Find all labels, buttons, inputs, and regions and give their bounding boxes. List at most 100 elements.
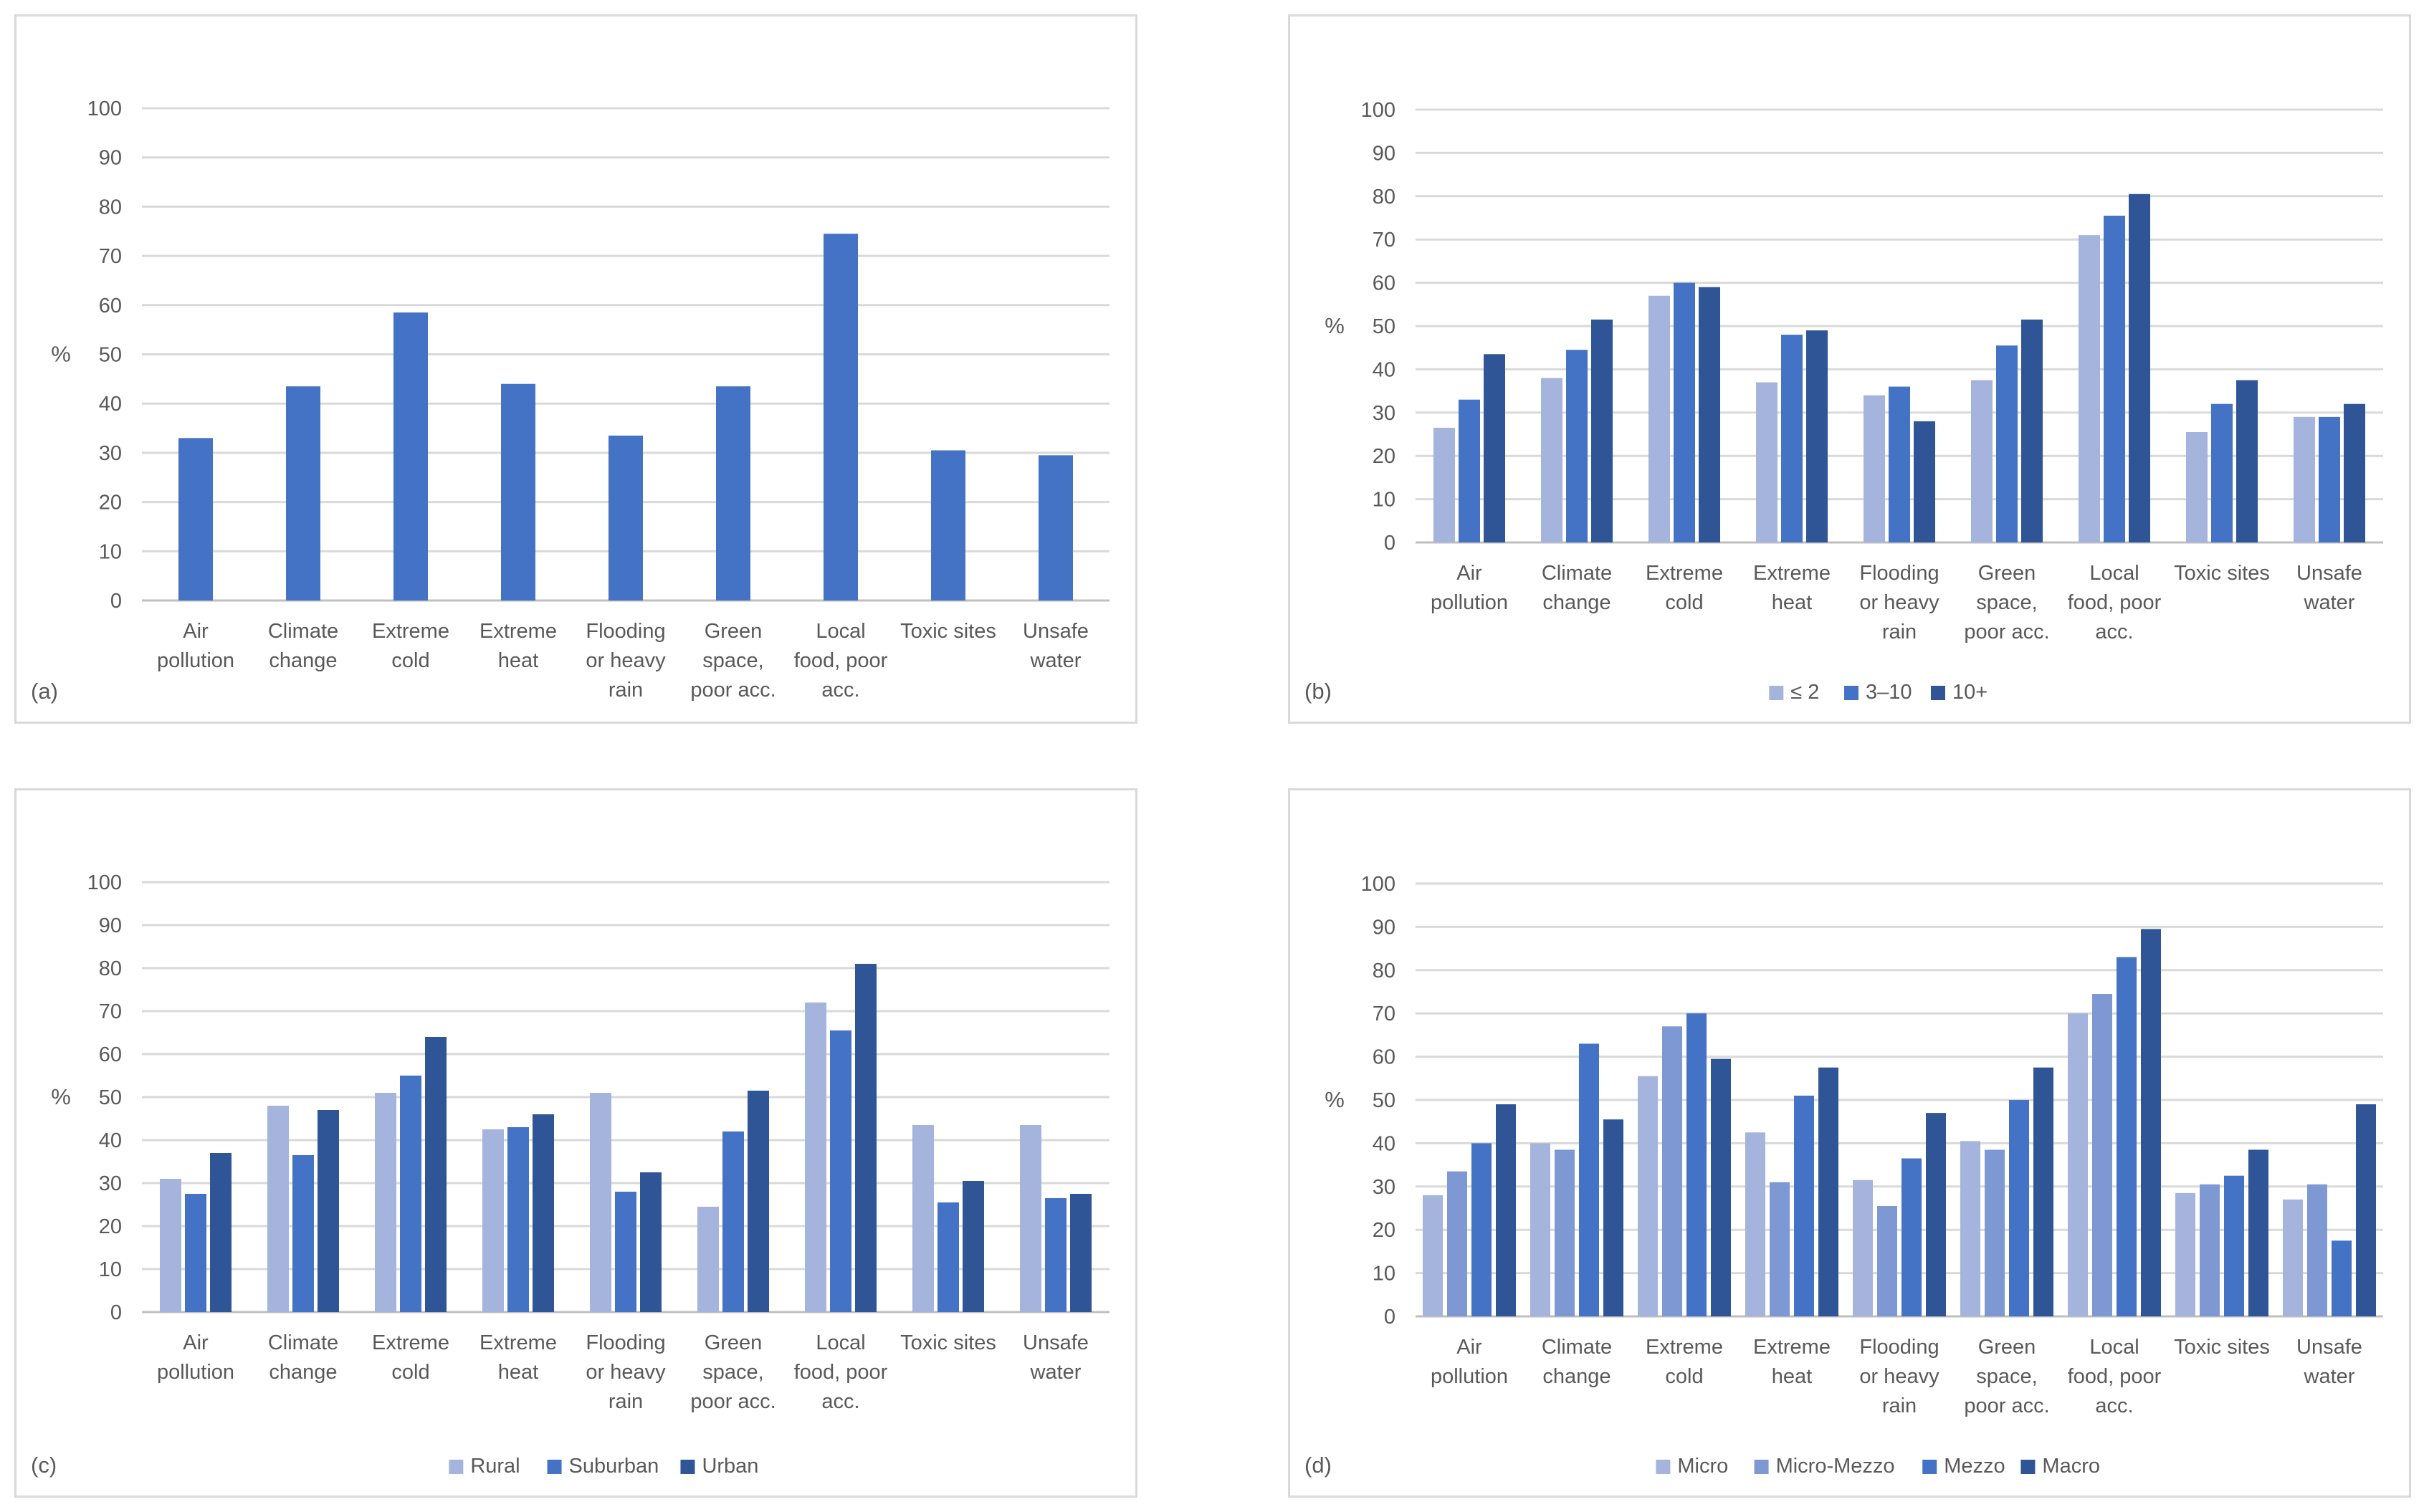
x-category-label: change	[269, 649, 337, 672]
x-category-label: poor acc.	[690, 1390, 776, 1413]
bar-mezzo	[2009, 1100, 2029, 1316]
bar-macro	[1711, 1058, 1731, 1316]
bar-micro	[1960, 1141, 1980, 1316]
bar--2	[1648, 295, 1670, 542]
bar-urban	[640, 1172, 662, 1312]
y-tick-label: 100	[87, 871, 122, 894]
x-category-label: space,	[702, 649, 763, 672]
bar-micro-mezzo	[2200, 1184, 2220, 1316]
legend-swatch	[547, 1460, 562, 1474]
x-category-label: rain	[1882, 621, 1917, 643]
chart-svg-d: 0 10 20 30 40 50 60 70 80 90 100% Air pollution Clima…	[1304, 873, 2383, 1478]
legend-swatch	[1754, 1460, 1769, 1474]
bar-rural	[590, 1093, 611, 1312]
x-category-label: acc.	[821, 1390, 859, 1413]
x-category-label: or heavy	[1859, 1365, 1939, 1388]
bar-3-10	[2104, 215, 2125, 542]
x-category-label: Local	[816, 1331, 865, 1354]
x-category-label: Toxic sites	[900, 1331, 996, 1354]
x-category-label: cold	[1665, 1365, 1703, 1388]
chart-panel-a: 0 10 20 30 40 50 60 70 80 90 100% Air pollution Clima…	[14, 14, 1137, 724]
y-tick-label: 30	[1373, 402, 1395, 425]
bar-mezzo	[1471, 1143, 1492, 1316]
bar-value	[286, 386, 320, 601]
bar-urban	[318, 1110, 339, 1312]
x-category-label: heat	[1772, 1365, 1812, 1388]
x-category-label: Toxic sites	[900, 620, 996, 643]
bar-micro	[1530, 1143, 1550, 1316]
bar-rural	[912, 1125, 934, 1312]
bar-urban	[1070, 1194, 1092, 1312]
y-tick-label: 100	[1361, 99, 1395, 122]
bar-macro	[1603, 1119, 1623, 1316]
x-category-label: Climate	[268, 620, 338, 643]
bar-micro	[1638, 1076, 1658, 1316]
bar-3-10	[1996, 345, 2018, 542]
y-tick-label: 60	[1373, 1046, 1395, 1069]
x-category-label: Toxic sites	[2174, 562, 2270, 585]
bar--2	[1433, 427, 1455, 542]
bar-3-10	[1781, 335, 1803, 542]
x-category-label: Unsafe	[2296, 562, 2362, 585]
x-category-label: or heavy	[586, 649, 666, 672]
legend-label: Macro	[2042, 1455, 2100, 1478]
bar-micro	[1423, 1195, 1443, 1316]
y-tick-label: 70	[99, 1000, 122, 1023]
x-category-label: Extreme	[479, 620, 557, 643]
bar-mezzo	[1794, 1095, 1814, 1316]
y-tick-label: 20	[1373, 445, 1395, 468]
x-category-label: Extreme	[1753, 1336, 1831, 1359]
x-category-label: Extreme	[1753, 562, 1831, 585]
y-tick-label: 90	[1373, 916, 1395, 939]
panel-label: (d)	[1304, 1453, 1332, 1478]
panel-label: (b)	[1304, 679, 1332, 704]
x-category-label: or heavy	[1859, 591, 1939, 614]
chart-svg-c: 0 10 20 30 40 50 60 70 80 90 100% Air pollution Clima…	[31, 871, 1110, 1478]
x-category-label: Flooding	[586, 1331, 665, 1354]
bar-micro-mezzo	[1877, 1205, 1897, 1316]
panel-label: (a)	[31, 679, 58, 704]
bar-macro	[1818, 1067, 1838, 1316]
x-category-label: Climate	[268, 1331, 338, 1354]
bar-micro	[1745, 1132, 1765, 1316]
bar-micro-mezzo	[2307, 1184, 2327, 1316]
bar-micro	[2175, 1192, 2195, 1316]
x-category-label: acc.	[2095, 1394, 2133, 1417]
x-category-label: Local	[2089, 1336, 2139, 1359]
legend-swatch	[1922, 1460, 1937, 1474]
y-tick-label: 100	[87, 97, 122, 120]
y-tick-label: 100	[1361, 873, 1395, 896]
x-category-label: poor acc.	[690, 679, 776, 702]
bar-mezzo	[1686, 1013, 1707, 1316]
legend-label: 3–10	[1866, 681, 1912, 704]
bar-10-	[1484, 354, 1505, 542]
x-category-label: space,	[1976, 1365, 2037, 1388]
panel-label: (c)	[31, 1453, 57, 1478]
legend-label: Rural	[470, 1455, 520, 1478]
x-category-label: Unsafe	[1023, 620, 1089, 643]
legend-swatch	[1930, 686, 1945, 700]
x-category-label: rain	[609, 679, 643, 702]
x-category-label: Extreme	[1646, 562, 1723, 585]
chart-panel-d: 0 10 20 30 40 50 60 70 80 90 100% Air pollution Clima…	[1288, 788, 2411, 1498]
bar-urban	[425, 1037, 447, 1312]
legend-swatch	[1769, 686, 1784, 700]
bar-urban	[533, 1114, 554, 1312]
bar-10-	[2344, 403, 2365, 542]
y-tick-label: 90	[99, 914, 122, 937]
y-tick-label: 0	[110, 1301, 122, 1324]
legend-label: ≤ 2	[1790, 681, 1819, 704]
bar-rural	[1020, 1125, 1041, 1312]
x-category-label: food, poor	[2068, 591, 2162, 614]
x-category-label: cold	[391, 649, 429, 672]
bar-urban	[210, 1153, 232, 1312]
bar-suburban	[722, 1131, 744, 1312]
x-category-label: cold	[1665, 591, 1703, 614]
legend-label: Urban	[702, 1455, 758, 1478]
x-category-label: space,	[702, 1361, 763, 1384]
legend-swatch	[449, 1460, 464, 1474]
chart-panel-b: 0 10 20 30 40 50 60 70 80 90 100% Air pollution Clima…	[1288, 14, 2411, 724]
y-tick-label: 60	[99, 295, 122, 317]
x-category-label: Local	[2089, 562, 2139, 585]
y-tick-label: 10	[99, 540, 122, 563]
